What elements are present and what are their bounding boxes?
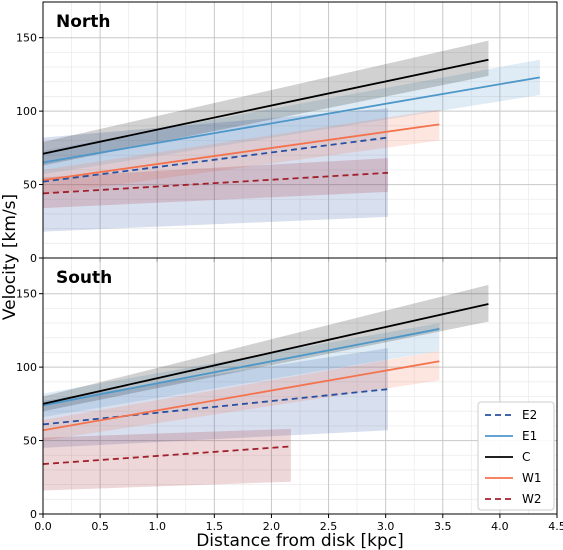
x-tick-label: 2.5 [320,520,338,533]
plot-frame [42,257,558,515]
series-line-c [42,58,489,155]
legend-label-c: C [522,450,530,464]
panel-south: 0 50 100 150 0.0 0.5 1.0 1.5 2.0 2.5 3.0 3.5 4.0 4.5 S… [16,257,563,533]
legend-label-w1: W1 [522,471,542,485]
legend-label-e1: E1 [522,429,537,443]
series-line-c [42,303,489,405]
legend-box [477,401,555,511]
series-line-e2 [42,136,389,183]
legend: E2 E1 C W1 W2 [477,401,555,511]
y-tick-label: 150 [16,32,37,45]
x-tick-label: 4.0 [491,520,509,533]
panel-title: North [56,12,111,32]
series-line-e1 [42,328,440,407]
y-tick-label: 50 [23,435,37,448]
band-w2 [43,428,291,491]
x-tick-label: 0.5 [91,520,109,533]
legend-label-e2: E2 [522,408,537,422]
series-line-w1 [42,123,440,182]
series-line-e1 [42,76,541,164]
legend-label-w2: W2 [522,492,542,506]
panel-title: South [56,268,112,288]
y-tick-label: 100 [16,105,37,118]
series-line-w2 [42,171,389,195]
x-tick-label: 3.0 [377,520,395,533]
series-line-w1 [42,360,440,432]
y-tick-label: 150 [16,288,37,301]
x-tick-label: 2.0 [263,520,281,533]
x-tick-label: 1.0 [148,520,166,533]
series-line-w2 [42,445,291,465]
y-tick-label: 100 [16,361,37,374]
x-tick-label: 4.5 [548,520,563,533]
panel-north: 0 50 100 150 North [16,1,558,265]
x-tick-label: 3.5 [434,520,452,533]
x-axis-label: Distance from disk [kpc] [196,531,404,550]
band-e2 [43,348,388,448]
band-e1 [43,59,540,175]
band-e1 [43,323,440,418]
y-tick-label: 50 [23,179,37,192]
y-axis-label: Velocity [km/s] [0,194,20,320]
x-tick-label: 1.5 [206,520,224,533]
series-line-e2 [42,388,389,426]
x-tick-label: 0.0 [34,520,52,533]
band-e2 [43,108,388,232]
y-tick-label: 0 [30,508,37,521]
band-c [43,40,489,166]
y-tick-label: 0 [30,252,37,265]
